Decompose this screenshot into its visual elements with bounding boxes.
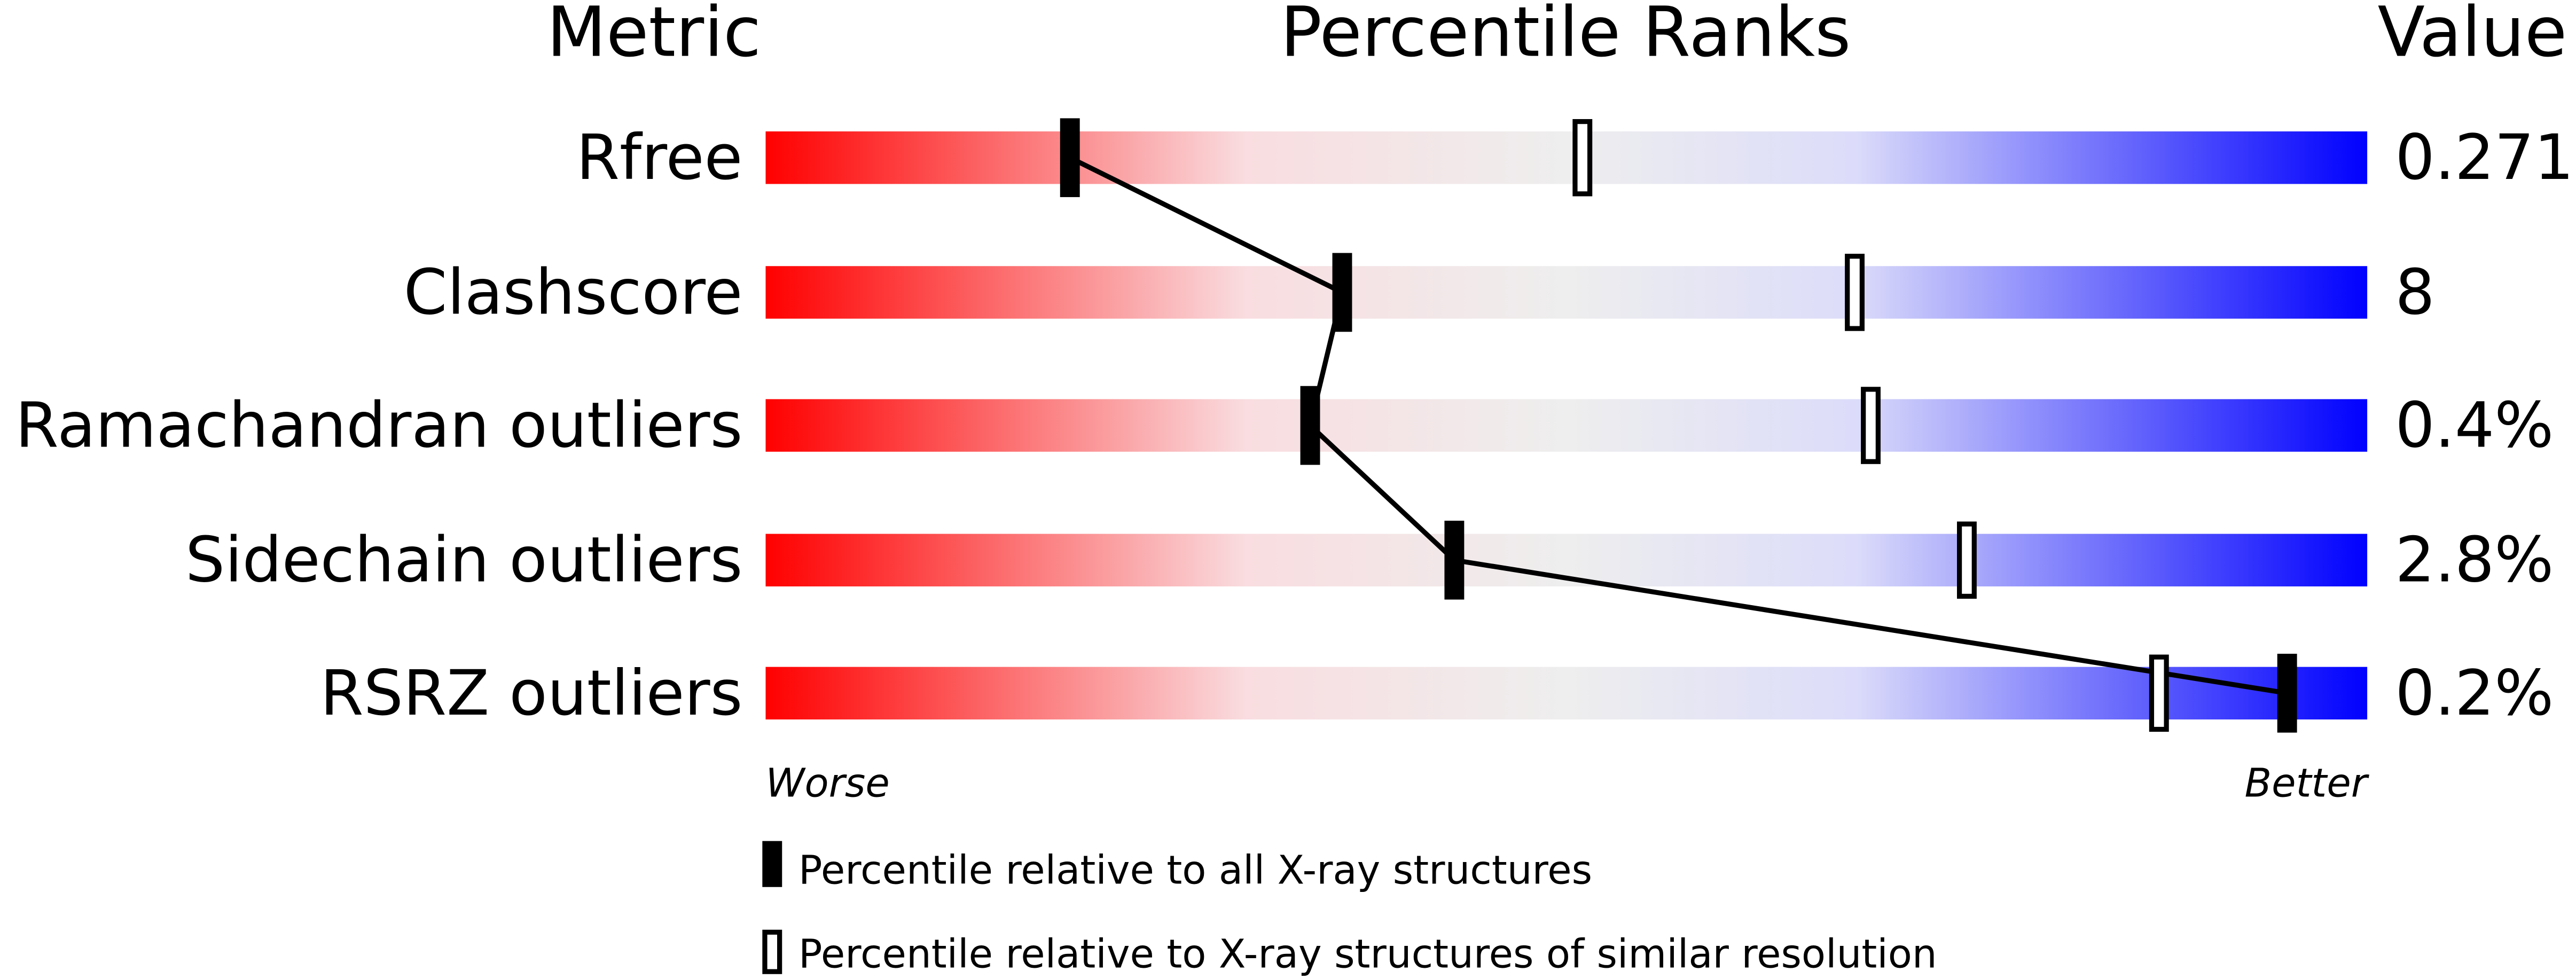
legend-label-similar: Percentile relative to X-ray structures … [798,931,1937,977]
connector-line [1308,424,1457,562]
gradient-bar [765,131,2368,184]
axis-end-worse: Worse [765,761,889,806]
header-metric: Metric [547,0,762,73]
connector-line [1069,155,1344,295]
marker-similar-resolution [2149,654,2169,732]
marker-all-structures [2277,654,2297,733]
marker-similar-resolution [1572,119,1593,197]
marker-all-structures [1060,118,1080,198]
header-value: Value [2378,0,2567,73]
metric-value: 0.4% [2395,389,2554,462]
marker-similar-resolution [1845,254,1865,331]
gradient-bar [765,266,2368,319]
gradient-bar [765,399,2368,452]
marker-all-structures [1332,253,1352,332]
marker-all-structures [1444,520,1465,600]
metric-label: Sidechain outliers [185,524,742,597]
metric-label: Clashscore [404,256,743,328]
marker-similar-resolution [1956,521,1977,599]
marker-all-structures [1300,386,1320,465]
legend-open-marker [762,929,782,974]
gradient-bar [765,667,2368,720]
connector-line [1454,558,2288,696]
legend-label-all: Percentile relative to all X-ray structu… [798,848,1592,894]
metric-label: Rfree [576,121,743,194]
metric-value: 0.271 [2395,121,2574,194]
metric-value: 2.8% [2395,524,2554,597]
legend-filled-marker [762,841,782,887]
metric-value: 0.2% [2395,657,2554,730]
metric-label: Ramachandran outliers [15,389,743,462]
metric-value: 8 [2395,256,2434,328]
axis-end-better: Better [2244,761,2369,806]
marker-similar-resolution [1861,387,1881,464]
metric-label: RSRZ outliers [320,657,743,730]
header-percentile-ranks: Percentile Ranks [1280,0,1851,73]
